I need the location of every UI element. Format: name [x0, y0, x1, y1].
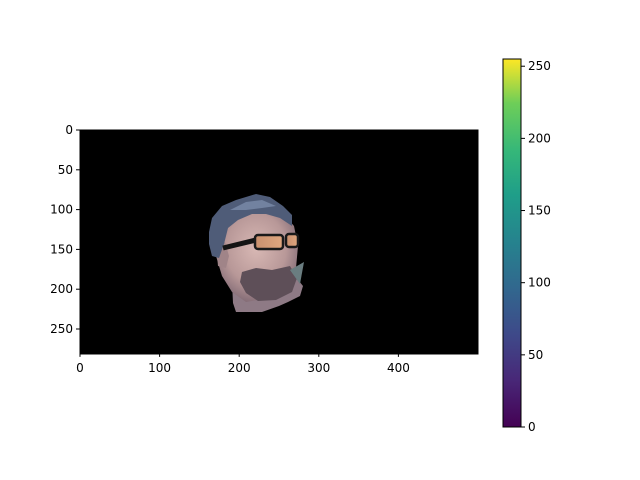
colorbar-tick-label: 150	[528, 204, 551, 218]
image-axes: 0 100 200 300 400 0 50 100 150 200 250	[50, 123, 479, 375]
y-tick-label: 50	[58, 163, 73, 177]
y-tick-label: 250	[50, 322, 73, 336]
face-image	[209, 194, 304, 312]
y-tick-label: 100	[50, 203, 73, 217]
x-tick-label: 300	[307, 361, 330, 375]
glasses-lens-left	[253, 233, 285, 251]
hair	[209, 194, 292, 258]
glasses-arm	[222, 237, 257, 251]
colorbar-gradient	[502, 58, 522, 428]
colorbar-tick-label: 200	[528, 131, 551, 145]
beard	[240, 266, 297, 301]
colorbar: 0 50 100 150 200 250	[502, 58, 551, 434]
x-tick-label: 0	[76, 361, 84, 375]
colorbar-tick-label: 0	[528, 420, 536, 434]
colorbar-tick-label: 250	[528, 59, 551, 73]
image-frame	[79, 129, 479, 355]
y-tick-label: 0	[65, 123, 73, 137]
glasses-lens-right	[284, 232, 300, 249]
colorbar-ticks: 0 50 100 150 200 250	[521, 59, 551, 434]
y-tick-label: 200	[50, 282, 73, 296]
colorbar-tick-label: 50	[528, 348, 543, 362]
x-tick-label: 200	[228, 361, 251, 375]
x-axis-ticks: 0 100 200 300 400	[76, 352, 410, 375]
x-tick-label: 100	[148, 361, 171, 375]
y-axis-ticks: 0 50 100 150 200 250	[50, 123, 80, 336]
y-tick-label: 150	[50, 242, 73, 256]
collar	[290, 262, 304, 284]
x-tick-label: 400	[387, 361, 410, 375]
colorbar-tick-label: 100	[528, 276, 551, 290]
hair-highlight	[230, 200, 276, 210]
